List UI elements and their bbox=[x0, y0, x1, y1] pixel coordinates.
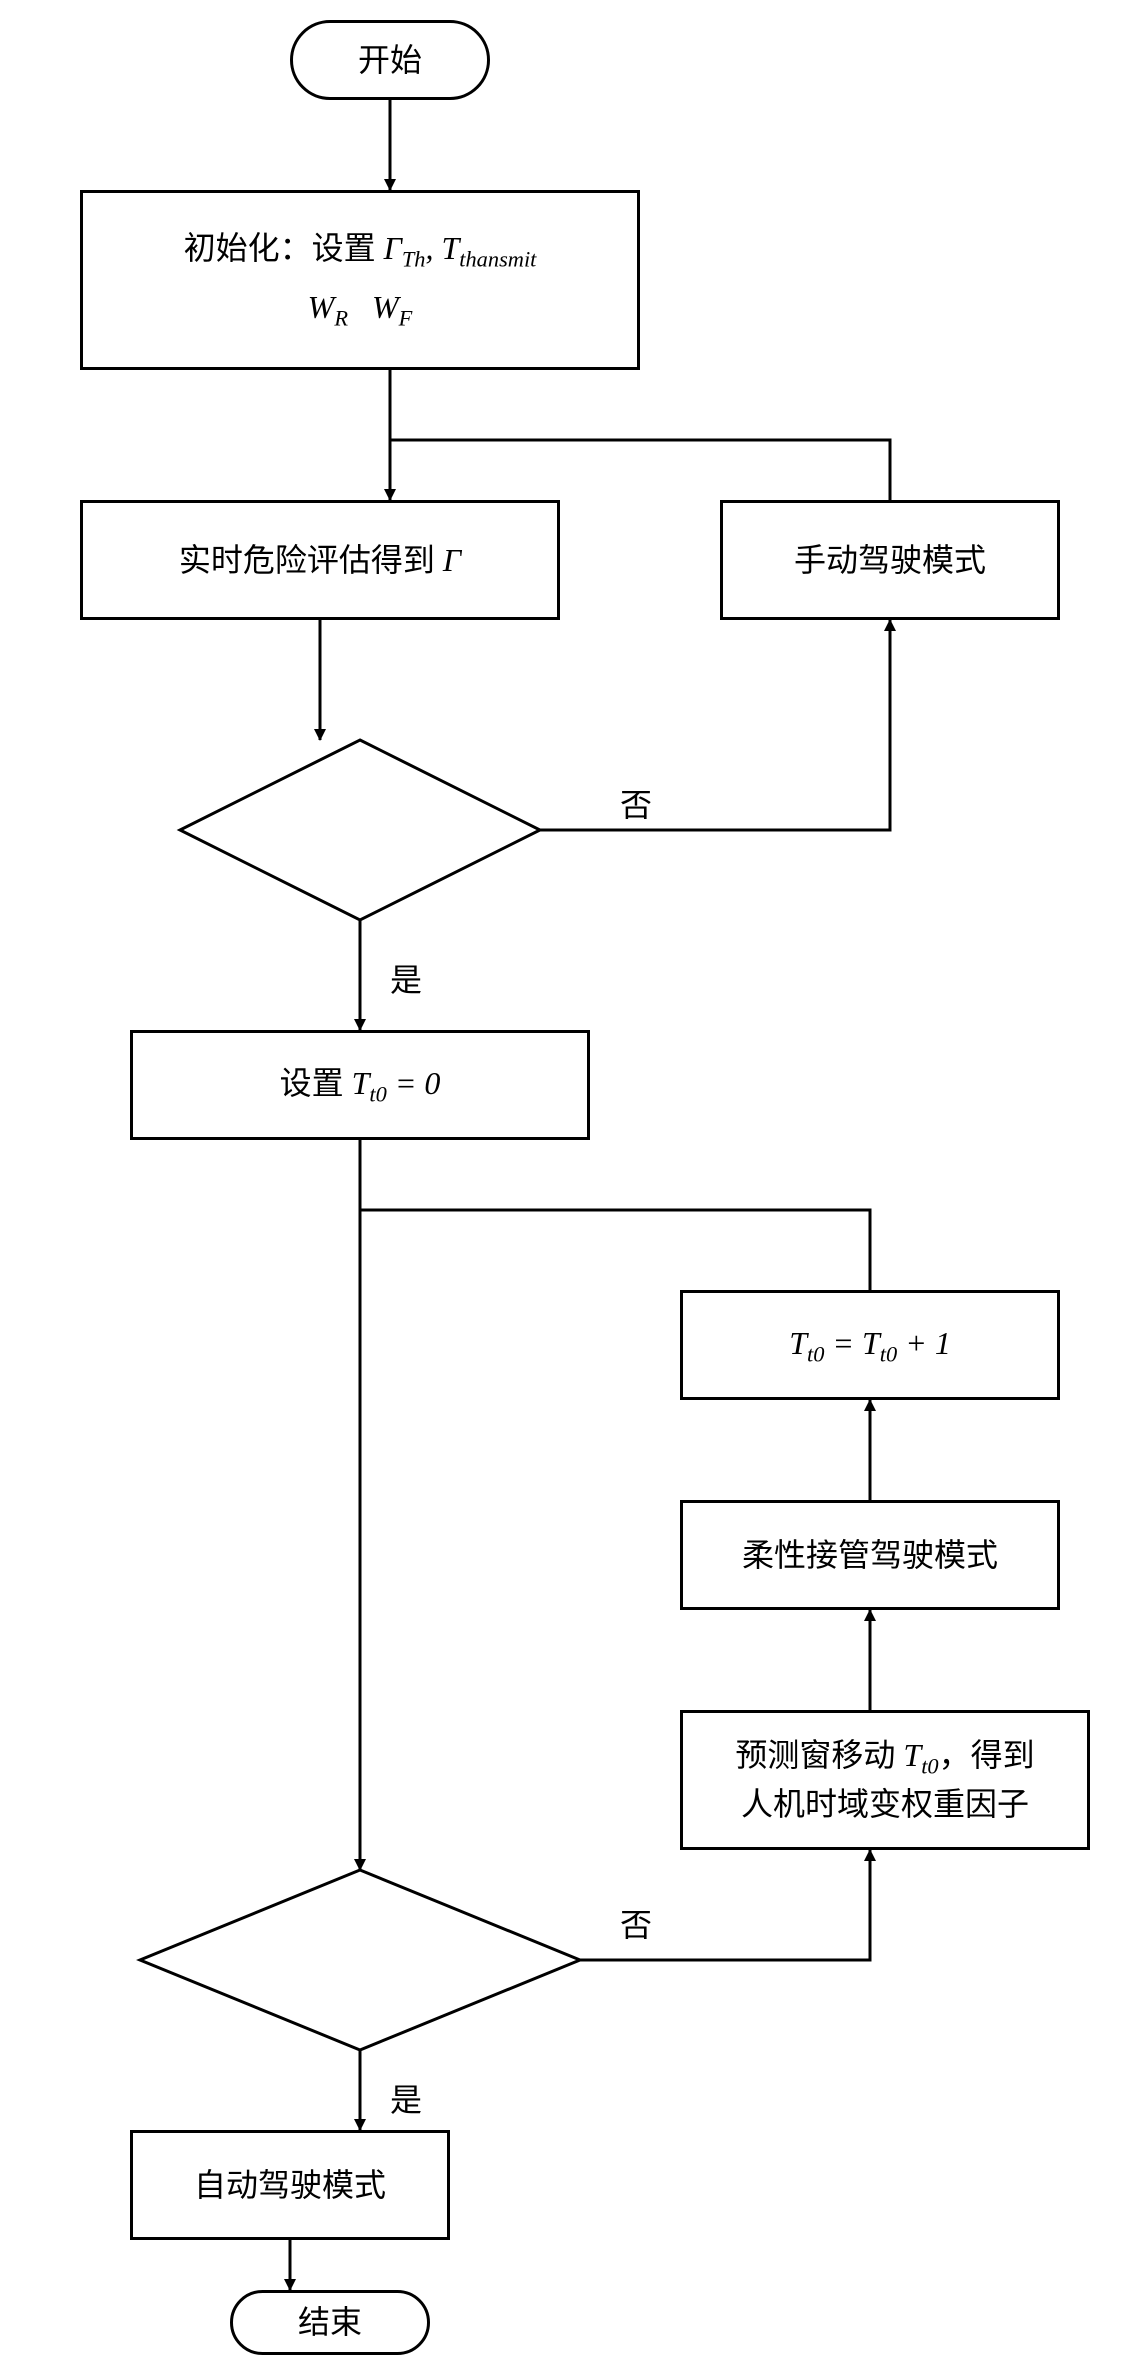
predict-line1: 预测窗移动 Tt0，得到 bbox=[735, 1733, 1034, 1782]
dec1-label: Γ ≥ ΓTh bbox=[280, 810, 440, 852]
node-risk: 实时危险评估得到 Γ bbox=[80, 500, 560, 620]
node-set0: 设置 Tt0 = 0 bbox=[130, 1030, 590, 1140]
dec2-label: Tt0 ≥ Tthansmit bbox=[250, 1940, 480, 1982]
node-inc: Tt0 = Tt0 + 1 bbox=[680, 1290, 1060, 1400]
dec2-yes-label: 是 bbox=[390, 2075, 422, 2121]
predict-line2: 人机时域变权重因子 bbox=[741, 1782, 1029, 1827]
soft-label: 柔性接管驾驶模式 bbox=[742, 1533, 998, 1578]
set0-label: 设置 Tt0 = 0 bbox=[280, 1061, 441, 1110]
start-label: 开始 bbox=[358, 38, 422, 83]
risk-label: 实时危险评估得到 Γ bbox=[179, 538, 461, 583]
node-end: 结束 bbox=[230, 2290, 430, 2355]
init-line1: 初始化：设置 ΓTh, Tthansmit bbox=[184, 226, 537, 275]
node-init: 初始化：设置 ΓTh, Tthansmit WR WF bbox=[80, 190, 640, 370]
manual-label: 手动驾驶模式 bbox=[794, 538, 986, 583]
node-soft: 柔性接管驾驶模式 bbox=[680, 1500, 1060, 1610]
node-auto: 自动驾驶模式 bbox=[130, 2130, 450, 2240]
init-line2: WR WF bbox=[308, 285, 413, 334]
node-start: 开始 bbox=[290, 20, 490, 100]
dec1-no-label: 否 bbox=[620, 780, 652, 826]
node-predict: 预测窗移动 Tt0，得到 人机时域变权重因子 bbox=[680, 1710, 1090, 1850]
inc-label: Tt0 = Tt0 + 1 bbox=[789, 1321, 951, 1370]
node-manual: 手动驾驶模式 bbox=[720, 500, 1060, 620]
init-math1: ΓTh, Tthansmit bbox=[384, 230, 537, 266]
end-label: 结束 bbox=[298, 2300, 362, 2345]
dec2-no-label: 否 bbox=[620, 1900, 652, 1946]
auto-label: 自动驾驶模式 bbox=[194, 2163, 386, 2208]
dec1-yes-label: 是 bbox=[390, 955, 422, 1001]
